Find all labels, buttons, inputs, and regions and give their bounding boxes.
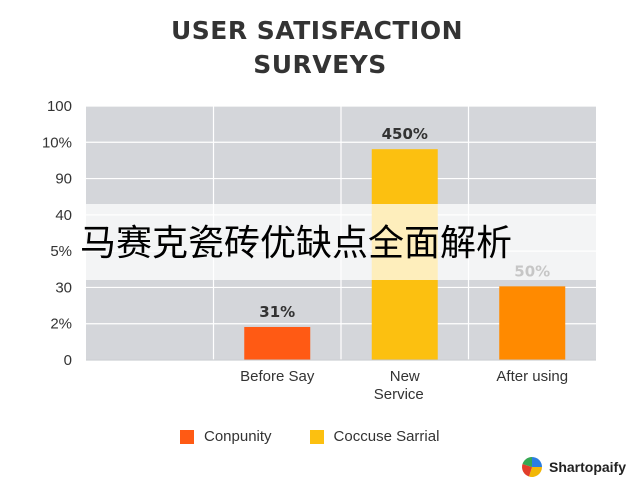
legend-swatch-coccuse-sarrial (309, 429, 324, 444)
y-tick-label: 10% (42, 134, 72, 151)
legend-swatch-conpunity (180, 429, 194, 444)
x-category-label: New (390, 368, 420, 385)
data-label: 450% (382, 125, 428, 143)
brand-watermark: Shartopaify (521, 456, 626, 478)
y-tick-label: 0 (64, 352, 72, 369)
y-tick-label: 5% (50, 243, 72, 260)
y-tick-label: 2% (50, 316, 72, 333)
y-tick-label: 40 (55, 207, 72, 224)
bar (244, 326, 311, 360)
chart-title-line-1: USER SATISFACTION (170, 16, 464, 45)
y-tick-label: 30 (55, 279, 72, 296)
x-category-label: Before Say (240, 368, 315, 385)
chart-title: USER SATISFACTION SURVEYS (0, 14, 640, 82)
legend-item-coccuse-sarrial: Coccuse Sarrial (309, 428, 440, 445)
x-category-label: After using (496, 368, 568, 385)
overlay-banner-text: 马赛克瓷砖优缺点全面解析 (80, 223, 513, 264)
chart-legend: Conpunity Coccuse Sarrial (180, 428, 477, 445)
brand-name: Shartopaify (548, 459, 626, 475)
legend-label-conpunity: Conpunity (204, 428, 272, 445)
legend-label-coccuse-sarrial: Coccuse Sarrial (333, 428, 440, 445)
y-tick-label: 90 (55, 171, 72, 188)
chart-logo-icon (521, 457, 542, 477)
bar (499, 286, 566, 360)
y-tick-label: 100 (47, 98, 72, 115)
chart-title-line-2: SURVEYS (253, 50, 387, 79)
data-label: 31% (259, 303, 295, 321)
overlay-banner (72, 204, 596, 280)
legend-item-conpunity: Conpunity (180, 428, 272, 445)
x-category-label: Service (374, 386, 424, 403)
